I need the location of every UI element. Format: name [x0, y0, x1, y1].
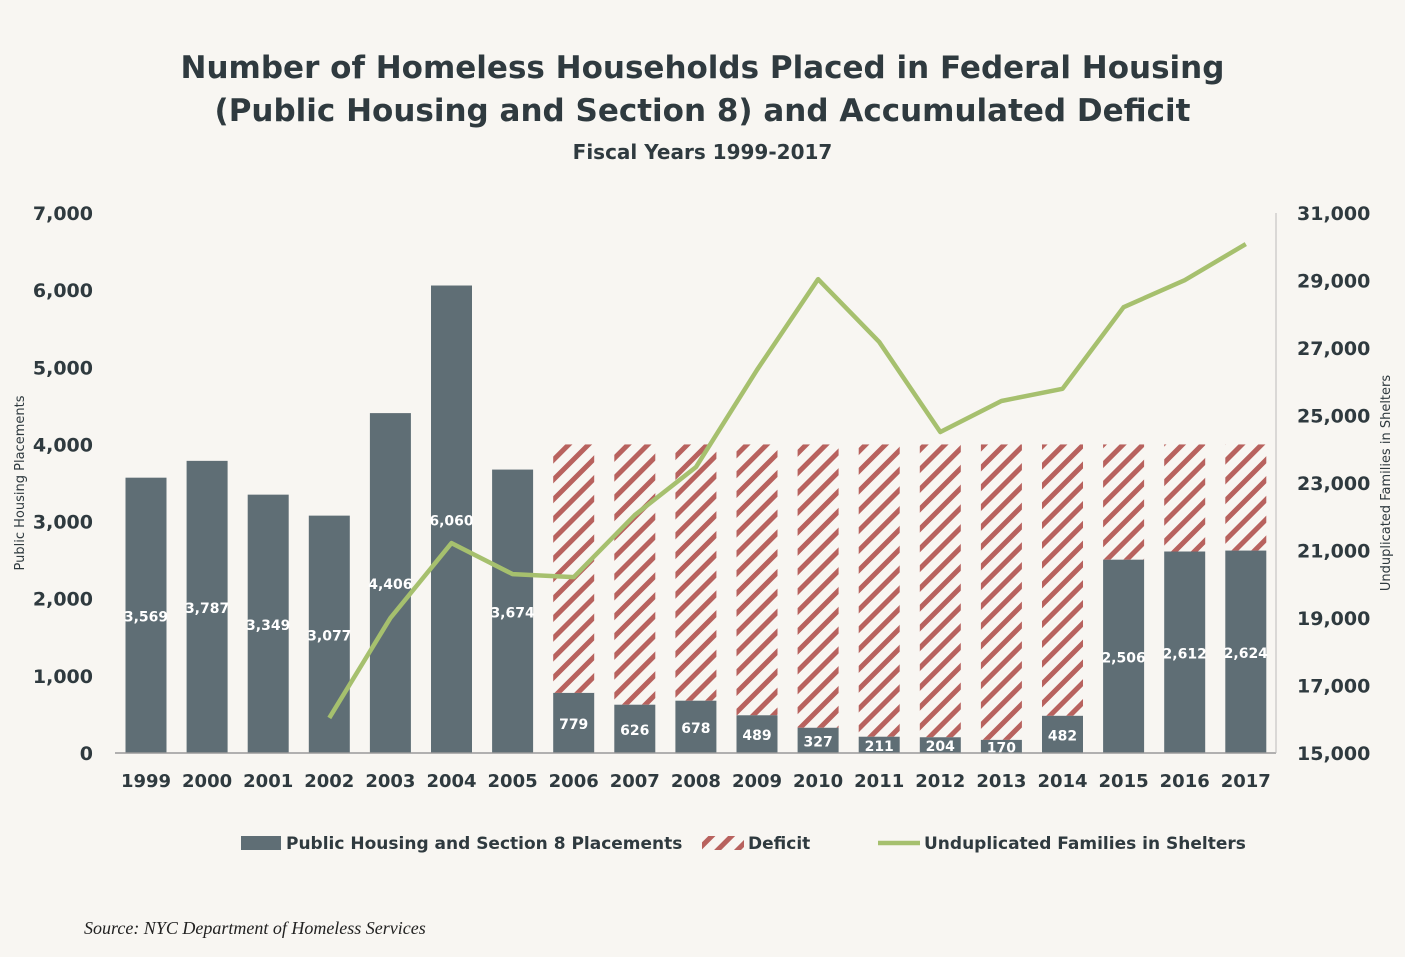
bar-value-label: 204 [926, 739, 955, 755]
bar-value-label: 482 [1048, 728, 1077, 744]
x-tick-label: 1999 [121, 771, 171, 792]
bar-value-label: 3,077 [307, 628, 351, 644]
legend-label-shelters: Unduplicated Families in Shelters [924, 834, 1246, 854]
bar-value-label: 678 [681, 721, 710, 737]
bar-value-label: 6,060 [429, 513, 474, 529]
legend-label-deficit: Deficit [748, 834, 810, 854]
x-tick-label: 2003 [365, 771, 415, 792]
deficit-bar [1164, 444, 1206, 552]
bar-value-label: 3,787 [185, 601, 229, 617]
placement-bar [614, 704, 656, 753]
y2-tick-label: 27,000 [1297, 338, 1370, 360]
shelter-families-line [327, 242, 1247, 720]
placement-bar [1042, 715, 1083, 753]
bar-value-label: 170 [987, 740, 1016, 756]
y-axis-title: Public Housing Placements [13, 395, 28, 570]
x-tick-label: 2010 [793, 771, 843, 792]
x-tick-label: 2014 [1037, 771, 1087, 792]
x-tick-label: 2001 [243, 771, 293, 792]
y2-tick-label: 19,000 [1297, 608, 1370, 630]
y2-tick-label: 21,000 [1297, 541, 1370, 563]
x-tick-label: 2005 [488, 771, 538, 792]
y2-tick-label: 15,000 [1297, 743, 1370, 765]
placement-bar [858, 736, 900, 753]
bar-value-label: 4,406 [368, 577, 412, 593]
deficit-bar [797, 444, 839, 728]
placement-bar [797, 727, 839, 753]
y2-tick-label: 17,000 [1297, 676, 1370, 698]
bar-value-label: 2,612 [1163, 646, 1207, 662]
x-tick-label: 2004 [426, 771, 476, 792]
x-tick-label: 2000 [182, 771, 232, 792]
deficit-bar [1103, 444, 1145, 560]
deficit-bar [980, 444, 1022, 740]
deficit-bar [858, 444, 900, 737]
deficit-bar [675, 444, 717, 701]
deficit-bar [1225, 444, 1267, 551]
source-note: Source: NYC Department of Homeless Servi… [84, 918, 426, 938]
placement-bar [492, 469, 534, 753]
x-tick-label: 2006 [549, 771, 599, 792]
y2-tick-label: 29,000 [1297, 271, 1370, 293]
bar-value-label: 2,506 [1101, 650, 1145, 666]
bar-value-label: 3,569 [124, 609, 168, 625]
y2-tick-label: 31,000 [1297, 203, 1370, 225]
placement-bar [736, 715, 778, 753]
placement-bar [980, 739, 1022, 753]
placement-bar [125, 477, 167, 753]
placement-bar [308, 515, 350, 753]
x-tick-label: 2011 [854, 771, 904, 792]
placement-bar [675, 700, 717, 753]
chart-title-line2: (Public Housing and Section 8) and Accum… [214, 93, 1191, 129]
x-tick-label: 2016 [1160, 771, 1210, 792]
y-tick-label: 5,000 [33, 357, 93, 379]
chart-title: Number of Homeless Households Placed in … [180, 50, 1225, 86]
bar-value-label: 211 [865, 739, 894, 755]
x-tick-label: 2009 [732, 771, 782, 792]
y-tick-label: 0 [80, 743, 93, 765]
x-tick-label: 2017 [1221, 771, 1271, 792]
deficit-bar [553, 444, 595, 693]
deficit-bar [614, 444, 656, 705]
chart-subtitle: Fiscal Years 1999-2017 [572, 140, 833, 164]
y2-axis-title: Unduplicated Families in Shelters [1379, 375, 1394, 591]
bar-value-label: 626 [620, 723, 649, 739]
legend-swatch-placements [241, 836, 281, 850]
placement-bar [247, 494, 289, 753]
x-tick-label: 2008 [671, 771, 721, 792]
y2-tick-label: 25,000 [1297, 406, 1370, 428]
legend-swatch-deficit [702, 836, 744, 850]
deficit-bar [736, 444, 778, 716]
deficit-bar [1042, 444, 1083, 716]
bar-value-label: 3,674 [490, 605, 535, 621]
bar-value-label: 2,624 [1224, 646, 1269, 662]
bar-value-label: 779 [559, 717, 588, 733]
y-tick-label: 7,000 [33, 203, 93, 225]
placement-bar [186, 460, 228, 753]
y-tick-label: 4,000 [33, 434, 93, 456]
y-tick-label: 1,000 [33, 666, 93, 688]
x-tick-label: 2007 [610, 771, 660, 792]
y2-tick-label: 23,000 [1297, 473, 1370, 495]
x-tick-label: 2002 [304, 771, 354, 792]
deficit-bar [919, 444, 961, 738]
placement-bar [1164, 551, 1206, 753]
placement-bar [553, 692, 595, 753]
placement-bar [1225, 550, 1267, 753]
y-tick-label: 3,000 [33, 512, 93, 534]
bar-value-label: 327 [803, 734, 832, 750]
x-tick-label: 2012 [915, 771, 965, 792]
bar-value-label: 489 [742, 728, 771, 744]
legend-label-placements: Public Housing and Section 8 Placements [286, 834, 682, 854]
x-tick-label: 2013 [976, 771, 1026, 792]
placement-bar [431, 285, 472, 753]
y-tick-label: 2,000 [33, 589, 93, 611]
placement-bar [919, 737, 961, 753]
placement-bar [369, 413, 411, 753]
bar-value-label: 3,349 [246, 618, 290, 634]
y-tick-label: 6,000 [33, 280, 93, 302]
x-tick-label: 2015 [1099, 771, 1149, 792]
placement-bar [1103, 559, 1145, 753]
